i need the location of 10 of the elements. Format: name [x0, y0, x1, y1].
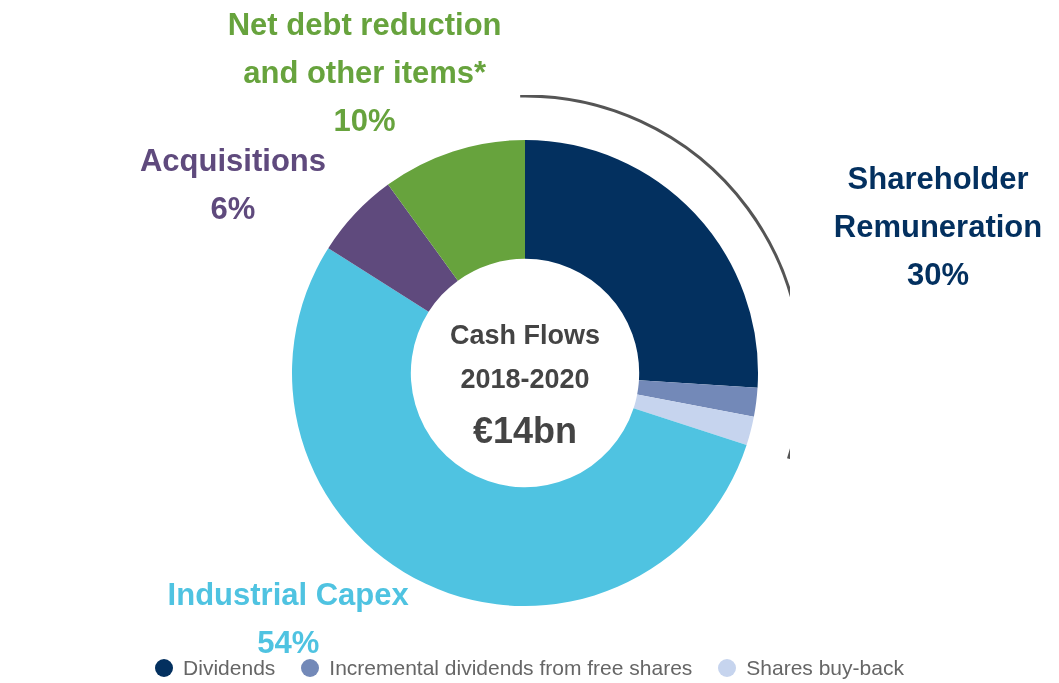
text: €14bn	[472, 409, 578, 451]
slice-label: Industrial Capex	[167, 576, 410, 612]
slice-label: Acquisitions	[139, 142, 326, 178]
legend-label: Shares buy-back	[746, 656, 904, 680]
data-label: 10%	[333, 102, 396, 138]
text: Shareholder Remuneration 30%	[833, 160, 1043, 292]
legend-label: Incremental dividends from free shares	[329, 656, 693, 680]
slice-label: Net debt reduction and other items*	[227, 6, 502, 90]
text: Cash Flows 2018-2020	[449, 320, 601, 395]
data-label: 6%	[210, 190, 256, 226]
